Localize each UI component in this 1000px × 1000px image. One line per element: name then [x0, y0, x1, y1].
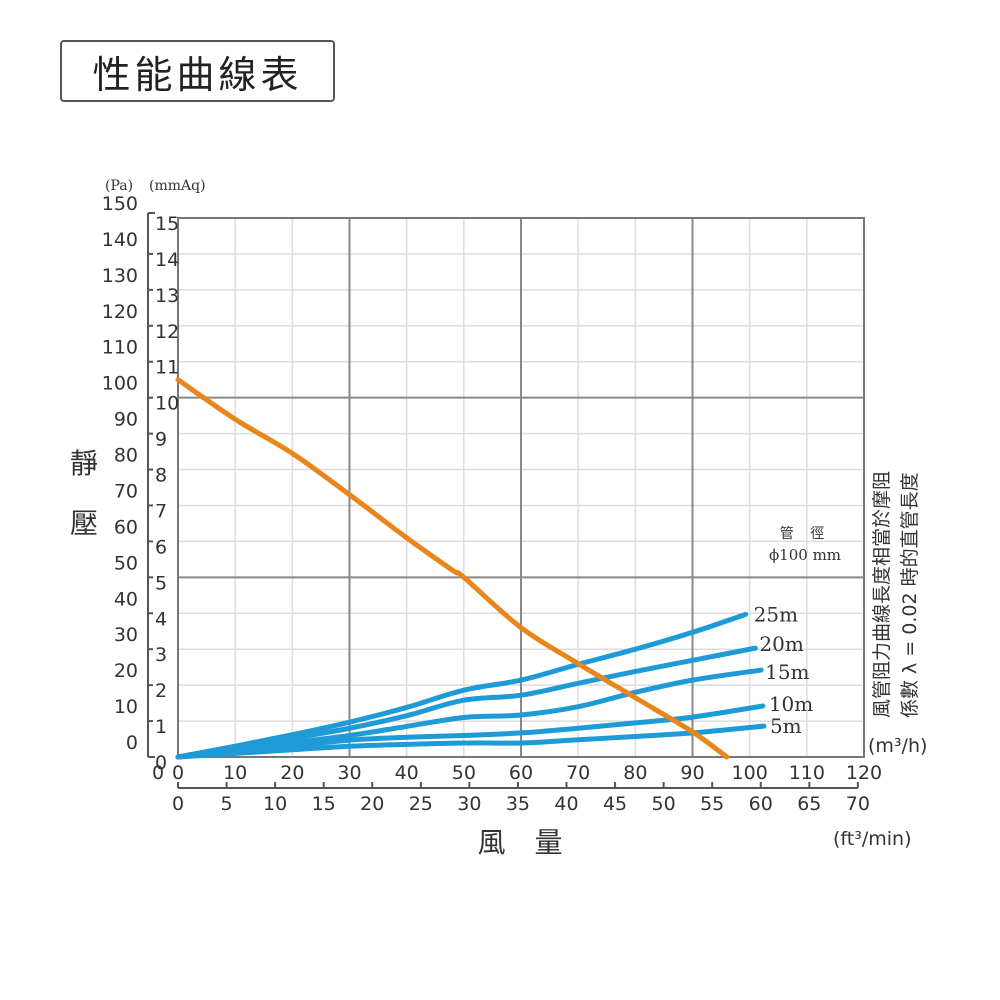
curve-label-20m: 20m	[759, 632, 803, 656]
mmaq-tick-label: 3	[155, 644, 167, 666]
curve-label-15m: 15m	[765, 660, 809, 684]
curve-label-5m: 5m	[770, 714, 802, 738]
mmaq-tick-label: 6	[155, 536, 167, 558]
pa-tick-label: 90	[114, 409, 138, 431]
pa-tick-label: 40	[114, 588, 138, 610]
ft-tick-label: 0	[172, 793, 184, 815]
pa-unit-label: (Pa)	[105, 178, 133, 194]
side-note-line1: 風管阻力曲線長度相當於摩阻	[871, 471, 893, 718]
pa-tick-label: 120	[102, 301, 138, 323]
pa-tick-label: 70	[114, 480, 138, 502]
duct-resistance-curve-10m	[175, 703, 766, 760]
pipe-diameter-value: ϕ100 mm	[769, 546, 841, 564]
ft-tick-label: 35	[506, 793, 530, 815]
x-tick-label: 10	[223, 762, 247, 784]
pa-tick-label: 50	[114, 552, 138, 574]
duct-resistance-curve-20m	[175, 645, 758, 760]
x-tick-label: 50	[452, 762, 476, 784]
mmaq-tick-label: 4	[155, 608, 167, 630]
mmaq-tick-label: 15	[155, 213, 179, 235]
ft-tick-label: 60	[749, 793, 773, 815]
ft-tick-label: 40	[554, 793, 578, 815]
mmaq-unit-label: (mmAq)	[149, 178, 206, 194]
x-tick-label: 0	[152, 762, 164, 784]
mmaq-tick-label: 2	[155, 680, 167, 702]
plot-frame	[177, 217, 865, 758]
mmaq-tick-label: 11	[155, 357, 179, 379]
duct-resistance-curve-25m	[175, 611, 749, 760]
pipe-diameter-label: 管 徑	[780, 526, 830, 542]
chart-title: 性能曲線表	[92, 52, 303, 97]
mmaq-tick-label: 7	[155, 500, 167, 522]
pa-tick-label: 150	[102, 193, 138, 215]
chart-title-box: 性能曲線表	[60, 40, 335, 102]
x-axis-label: 風 量	[478, 826, 573, 859]
x-tick-label: 30	[337, 762, 361, 784]
x-tick-label: 70	[566, 762, 590, 784]
x-tick-label: 80	[623, 762, 647, 784]
curve-label-10m: 10m	[769, 692, 813, 716]
y-axis-label-char: 靜	[70, 447, 98, 480]
mmaq-tick-label: 9	[155, 429, 167, 451]
x-tick-label: 20	[280, 762, 304, 784]
x-tick-label: 0	[172, 762, 184, 784]
duct-resistance-curve-15m	[175, 667, 764, 760]
ft-tick-label: 10	[263, 793, 287, 815]
ft-tick-label: 45	[603, 793, 627, 815]
ft-tick-label: 65	[797, 793, 821, 815]
side-note-line2: 係數 λ = 0.02 時的直管長度	[899, 472, 921, 718]
ft-tick-label: 30	[457, 793, 481, 815]
pa-tick-label: 0	[126, 732, 138, 754]
mmaq-tick-label: 5	[155, 572, 167, 594]
x-tick-label: 110	[789, 762, 825, 784]
mmaq-tick-label: 1	[155, 716, 167, 738]
pa-tick-label: 130	[102, 265, 138, 287]
pa-tick-label: 110	[102, 337, 138, 359]
pa-tick-label: 100	[102, 373, 138, 395]
mmaq-tick-label: 10	[155, 393, 179, 415]
ft-tick-label: 20	[360, 793, 384, 815]
curve-label-25m: 25m	[754, 602, 798, 626]
pa-tick-label: 10	[114, 696, 138, 718]
ft-tick-label: 15	[312, 793, 336, 815]
ft-unit-label: (ft³/min)	[833, 828, 911, 850]
ft-tick-label: 70	[846, 793, 870, 815]
y-axis-label-char: 壓	[70, 507, 98, 540]
pa-tick-label: 80	[114, 445, 138, 467]
ft-tick-label: 5	[221, 793, 233, 815]
x-tick-label: 60	[509, 762, 533, 784]
mmaq-tick-label: 0	[155, 752, 167, 774]
duct-resistance-curve-5m	[175, 723, 767, 760]
x-tick-label: 90	[680, 762, 704, 784]
mmaq-tick-label: 13	[155, 285, 179, 307]
pa-tick-label: 140	[102, 229, 138, 251]
pa-tick-label: 20	[114, 660, 138, 682]
pa-tick-label: 60	[114, 516, 138, 538]
mmaq-tick-label: 14	[155, 249, 179, 271]
ft-tick-label: 25	[409, 793, 433, 815]
m3h-unit-label: (m³/h)	[868, 735, 927, 757]
x-tick-label: 40	[395, 762, 419, 784]
pa-tick-label: 30	[114, 624, 138, 646]
ft-tick-label: 50	[652, 793, 676, 815]
mmaq-tick-label: 8	[155, 465, 167, 487]
mmaq-tick-label: 12	[155, 321, 179, 343]
x-tick-label: 100	[732, 762, 768, 784]
ft-tick-label: 55	[700, 793, 724, 815]
x-tick-label: 120	[846, 762, 882, 784]
static-pressure-curve	[175, 377, 730, 760]
